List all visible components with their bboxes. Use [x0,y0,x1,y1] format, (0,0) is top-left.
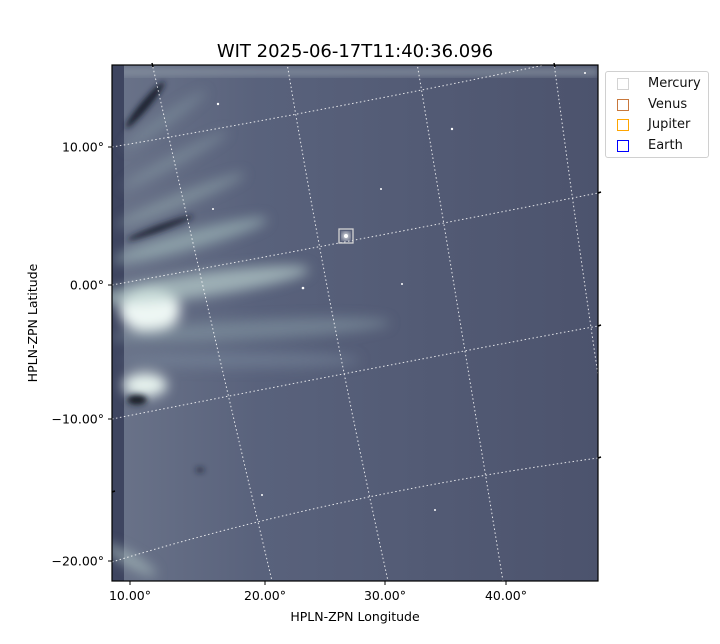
grid-edge-tick [111,490,116,493]
legend-label: Venus [648,96,688,112]
legend-swatch [617,78,629,90]
axis-ticks: 10.00° 20.00° 30.00° 40.00° 10.00° 0.00° −10.0… [51,62,602,603]
legend-swatch [617,98,629,111]
y-axis-label: HPLN-ZPN Latitude [25,263,40,382]
y-tick-label: −20.00° [51,554,104,569]
grid-edge-tick [553,62,556,68]
chart-title: WIT 2025-06-17T11:40:36.096 [217,41,493,62]
legend: Mercury Venus Jupiter Earth [605,71,709,158]
x-axis-label: HPLN-ZPN Longitude [290,609,420,624]
planet-marker-box [338,228,354,244]
grid-edge-tick [597,191,602,194]
grid-edge-tick [597,324,602,327]
legend-label: Mercury [648,76,701,91]
grid-edge-tick [151,62,154,68]
legend-swatch [617,119,629,131]
grid-lines [112,65,598,581]
x-tick-label: 30.00° [364,588,406,603]
legend-label: Earth [648,137,683,153]
plot-frame [111,64,599,582]
legend-label: Jupiter [648,117,691,132]
x-tick-label: 10.00° [109,588,151,603]
grid-edge-tick [597,456,602,459]
y-tick-label: 0.00° [70,278,104,293]
x-tick-label: 40.00° [485,588,527,603]
x-tick-label: 20.00° [244,588,286,603]
y-tick-label: 10.00° [62,140,104,155]
y-tick-label: −10.00° [51,412,104,427]
legend-swatch [617,139,629,152]
solar-image [112,65,598,581]
